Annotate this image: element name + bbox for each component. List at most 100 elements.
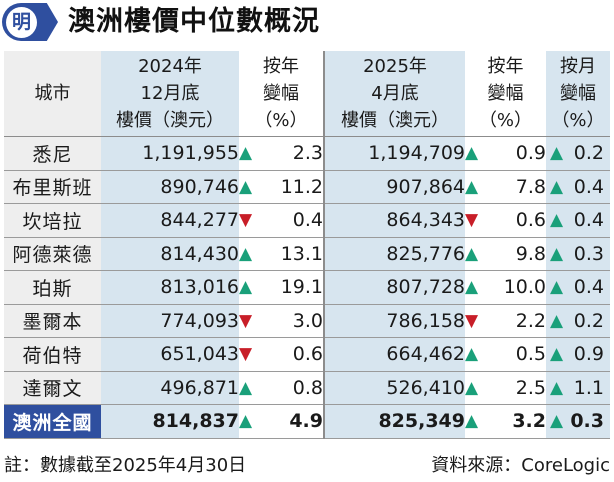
footer: 註：數據截至2025年4月30日 資料來源：CoreLogic: [4, 454, 610, 478]
triangle-up-icon: ▲: [239, 277, 253, 298]
price-2024: 814,837: [101, 404, 239, 439]
yoy-change-2024: ▼ 3.0: [239, 304, 324, 338]
triangle-up-icon: ▲: [239, 411, 253, 432]
yoy-change-2024-value: 0.6: [292, 343, 323, 366]
title-bar: 明 澳洲樓價中位數概況: [0, 0, 614, 46]
triangle-up-icon: ▲: [550, 143, 564, 164]
yoy-change-2025-content: ▲ 0.9: [465, 142, 546, 164]
table-row: 墨爾本 774,093 ▼ 3.0 786,158 ▼ 2.2 ▲ 0.2: [4, 304, 610, 338]
mom-change-2025: ▲ 0.3: [546, 404, 610, 439]
yoy-change-2024: ▲ 13.1: [239, 237, 324, 271]
triangle-up-icon: ▲: [550, 243, 564, 264]
price-2025: 864,343: [323, 203, 465, 238]
newspaper-logo: 明: [2, 3, 58, 41]
price-2025: 807,728: [323, 270, 465, 305]
table-row: 荷伯特 651,043 ▼ 0.6 664,462 ▲ 0.5 ▲ 0.9: [4, 337, 610, 372]
page-title: 澳洲樓價中位數概況: [68, 6, 320, 37]
mom-change-2025-content: ▲ 0.9: [550, 343, 604, 365]
mom-change-2025-content: ▲ 0.2: [550, 310, 604, 332]
yoy-change-2024-content: ▼ 0.6: [239, 343, 323, 365]
source-credit: 資料來源：CoreLogic: [431, 455, 610, 476]
mom-change-2025: ▲ 0.2: [546, 136, 610, 171]
yoy-change-2024-value: 2.3: [292, 142, 323, 165]
price-2024: 890,746: [101, 170, 239, 204]
yoy-change-2025-value: 0.6: [515, 209, 546, 232]
triangle-up-icon: ▲: [239, 243, 253, 264]
city-name: 墨爾本: [4, 304, 101, 338]
triangle-up-icon: ▲: [550, 411, 564, 432]
triangle-up-icon: ▲: [550, 310, 564, 331]
yoy-change-2025-content: ▲ 9.8: [465, 243, 546, 265]
yoy-change-2025-value: 0.9: [515, 142, 546, 165]
yoy-change-2025: ▼ 2.2: [465, 304, 546, 338]
mom-change-2025: ▲ 0.4: [546, 270, 610, 305]
mom-change-2025-value: 0.4: [573, 209, 604, 232]
city-name: 荷伯特: [4, 337, 101, 372]
mom-change-2025-value: 0.2: [573, 309, 604, 332]
price-2024: 651,043: [101, 337, 239, 372]
price-2024: 774,093: [101, 304, 239, 338]
mom-change-2025-value: 0.4: [573, 276, 604, 299]
yoy-change-2024: ▲ 0.8: [239, 371, 324, 405]
triangle-up-icon: ▲: [550, 344, 564, 365]
price-2024: 496,871: [101, 371, 239, 405]
yoy-change-2025-content: ▲ 0.5: [465, 343, 546, 365]
price-2025: 907,864: [323, 170, 465, 204]
price-2024: 814,430: [101, 237, 239, 271]
logo-mark: 明: [6, 6, 37, 38]
table-row: 悉尼 1,191,955 ▲ 2.3 1,194,709 ▲ 0.9 ▲ 0.2: [4, 136, 610, 171]
mom-change-2025-value: 1.1: [573, 376, 604, 399]
triangle-up-icon: ▲: [465, 277, 479, 298]
yoy-change-2024-content: ▲ 11.2: [239, 176, 323, 198]
table-header-row: 城市 2024年 12月底 樓價（澳元） 按年 變幅 （%） 2025年 4月底…: [4, 51, 610, 137]
header-mom-2025: 按月 變幅 （%）: [546, 51, 610, 137]
yoy-change-2024-content: ▼ 0.4: [239, 209, 323, 231]
city-name: 布里斯班: [4, 170, 101, 204]
yoy-change-2025: ▲ 3.2: [465, 404, 546, 439]
yoy-change-2025-content: ▲ 7.8: [465, 176, 546, 198]
city-name: 珀斯: [4, 270, 101, 305]
city-name: 悉尼: [4, 136, 101, 171]
yoy-change-2024-content: ▲ 4.9: [239, 410, 323, 432]
yoy-change-2025-value: 3.2: [512, 410, 546, 433]
yoy-change-2025: ▲ 2.5: [465, 371, 546, 405]
mom-change-2025-content: ▲ 0.4: [550, 209, 604, 231]
triangle-up-icon: ▲: [465, 411, 479, 432]
yoy-change-2024-value: 19.1: [280, 276, 323, 299]
city-name: 坎培拉: [4, 203, 101, 238]
table-row: 坎培拉 844,277 ▼ 0.4 864,343 ▼ 0.6 ▲ 0.4: [4, 203, 610, 238]
triangle-down-icon: ▼: [465, 310, 479, 331]
yoy-change-2024-value: 3.0: [292, 309, 323, 332]
yoy-change-2024: ▲ 11.2: [239, 170, 324, 204]
data-date-note: 註：數據截至2025年4月30日: [4, 455, 247, 476]
header-yoy-2025: 按年 變幅 （%）: [465, 51, 546, 137]
price-2024: 1,191,955: [101, 136, 239, 171]
yoy-change-2025-content: ▲ 3.2: [465, 410, 546, 432]
triangle-up-icon: ▲: [239, 176, 253, 197]
price-2024: 813,016: [101, 270, 239, 305]
price-2025: 825,349: [323, 404, 465, 439]
yoy-change-2025: ▲ 7.8: [465, 170, 546, 204]
triangle-down-icon: ▼: [239, 210, 253, 231]
table-body: 悉尼 1,191,955 ▲ 2.3 1,194,709 ▲ 0.9 ▲ 0.2 布里斯班 890,…: [4, 136, 610, 439]
triangle-up-icon: ▲: [239, 377, 253, 398]
price-table: 城市 2024年 12月底 樓價（澳元） 按年 變幅 （%） 2025年 4月底…: [4, 51, 610, 439]
mom-change-2025-content: ▲ 0.2: [550, 142, 604, 164]
mom-change-2025-value: 0.2: [573, 142, 604, 165]
price-2025: 664,462: [323, 337, 465, 372]
table-row: 布里斯班 890,746 ▲ 11.2 907,864 ▲ 7.8 ▲ 0.4: [4, 170, 610, 204]
yoy-change-2024-content: ▲ 0.8: [239, 377, 323, 399]
triangle-down-icon: ▼: [239, 310, 253, 331]
mom-change-2025: ▲ 0.4: [546, 203, 610, 238]
yoy-change-2025-content: ▼ 2.2: [465, 310, 546, 332]
triangle-up-icon: ▲: [465, 143, 479, 164]
triangle-up-icon: ▲: [550, 377, 564, 398]
yoy-change-2024-value: 4.9: [289, 410, 323, 433]
yoy-change-2025-value: 10.0: [503, 276, 546, 299]
yoy-change-2024-value: 0.8: [292, 376, 323, 399]
triangle-up-icon: ▲: [550, 176, 564, 197]
price-2025: 825,776: [323, 237, 465, 271]
yoy-change-2025-value: 2.5: [515, 376, 546, 399]
yoy-change-2025: ▲ 10.0: [465, 270, 546, 305]
triangle-down-icon: ▼: [465, 210, 479, 231]
